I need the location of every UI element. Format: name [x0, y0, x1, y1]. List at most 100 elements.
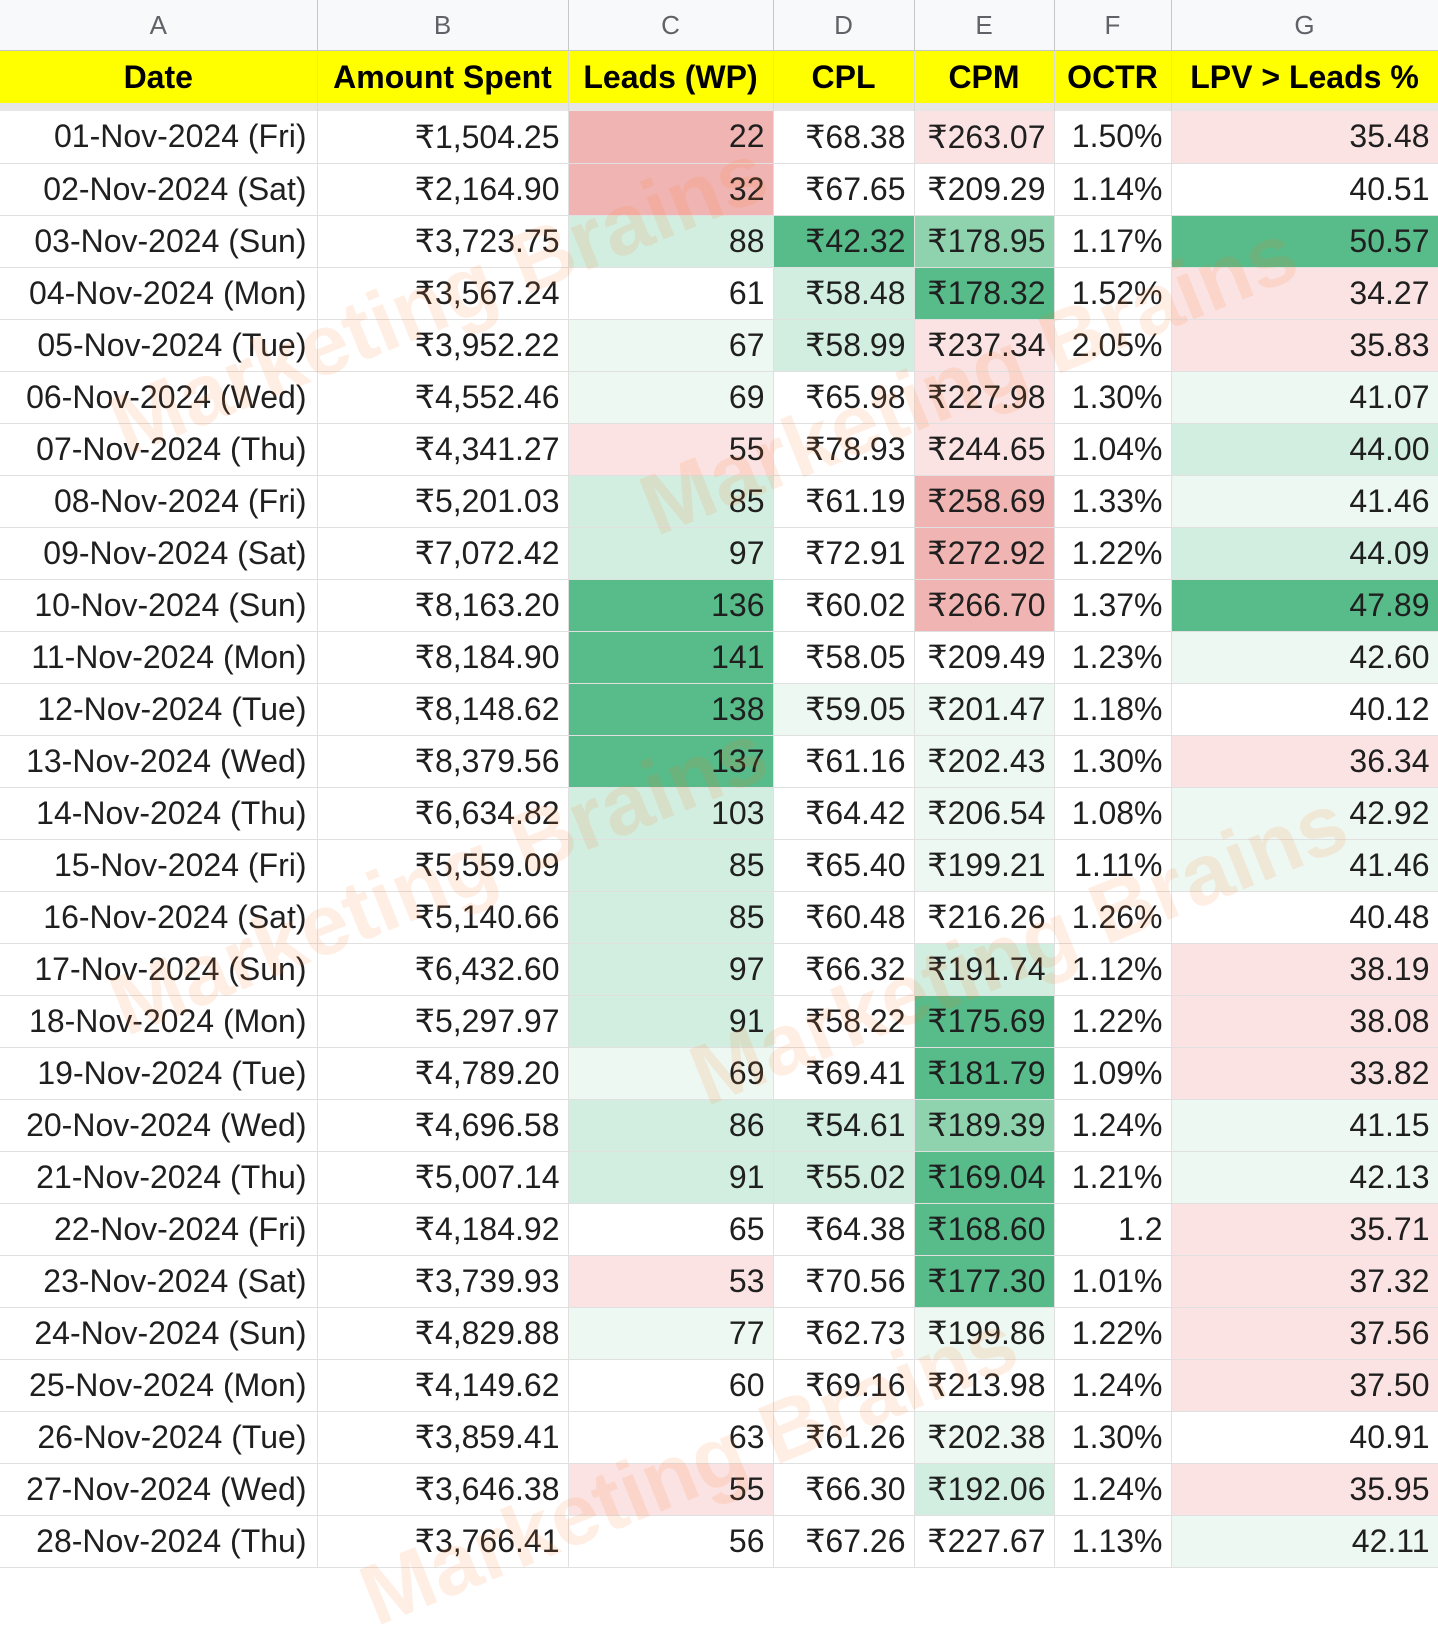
header-cpl[interactable]: CPL [773, 50, 915, 103]
cell-cpl[interactable]: ₹42.32 [773, 215, 915, 268]
cell-lpv-leads[interactable]: 50.57 [1171, 215, 1438, 268]
cell-amount-spent[interactable]: ₹3,739.93 [317, 1255, 569, 1308]
cell-leads[interactable]: 86 [568, 1099, 774, 1152]
cell-cpl[interactable]: ₹54.61 [773, 1099, 915, 1152]
cell-leads[interactable]: 67 [568, 319, 774, 372]
cell-cpl[interactable]: ₹58.99 [773, 319, 915, 372]
cell-cpl[interactable]: ₹58.05 [773, 631, 915, 684]
cell-cpm[interactable]: ₹213.98 [914, 1359, 1055, 1412]
cell-cpm[interactable]: ₹272.92 [914, 527, 1055, 580]
cell-octr[interactable]: 1.23% [1054, 631, 1172, 684]
cell-date[interactable]: 12-Nov-2024 (Tue) [0, 683, 318, 736]
cell-amount-spent[interactable]: ₹6,634.82 [317, 787, 569, 840]
cell-amount-spent[interactable]: ₹5,297.97 [317, 995, 569, 1048]
cell-cpl[interactable]: ₹68.38 [773, 111, 915, 164]
cell-cpm[interactable]: ₹202.38 [914, 1411, 1055, 1464]
cell-octr[interactable]: 1.12% [1054, 943, 1172, 996]
cell-cpm[interactable]: ₹181.79 [914, 1047, 1055, 1100]
cell-leads[interactable]: 136 [568, 579, 774, 632]
cell-octr[interactable]: 1.24% [1054, 1463, 1172, 1516]
cell-cpm[interactable]: ₹227.67 [914, 1515, 1055, 1568]
cell-lpv-leads[interactable]: 44.00 [1171, 423, 1438, 476]
cell-date[interactable]: 06-Nov-2024 (Wed) [0, 371, 318, 424]
cell-date[interactable]: 16-Nov-2024 (Sat) [0, 891, 318, 944]
cell-leads[interactable]: 22 [568, 111, 774, 164]
cell-octr[interactable]: 1.17% [1054, 215, 1172, 268]
cell-cpm[interactable]: ₹237.34 [914, 319, 1055, 372]
cell-cpm[interactable]: ₹192.06 [914, 1463, 1055, 1516]
cell-amount-spent[interactable]: ₹4,829.88 [317, 1307, 569, 1360]
header-lpv-leads[interactable]: LPV > Leads % [1171, 50, 1438, 103]
cell-leads[interactable]: 55 [568, 1463, 774, 1516]
cell-octr[interactable]: 1.21% [1054, 1151, 1172, 1204]
cell-octr[interactable]: 1.2 [1054, 1203, 1172, 1256]
cell-date[interactable]: 14-Nov-2024 (Thu) [0, 787, 318, 840]
cell-date[interactable]: 20-Nov-2024 (Wed) [0, 1099, 318, 1152]
cell-cpm[interactable]: ₹178.95 [914, 215, 1055, 268]
cell-date[interactable]: 18-Nov-2024 (Mon) [0, 995, 318, 1048]
cell-lpv-leads[interactable]: 35.83 [1171, 319, 1438, 372]
cell-lpv-leads[interactable]: 41.15 [1171, 1099, 1438, 1152]
cell-octr[interactable]: 1.18% [1054, 683, 1172, 736]
cell-cpl[interactable]: ₹66.30 [773, 1463, 915, 1516]
cell-amount-spent[interactable]: ₹8,184.90 [317, 631, 569, 684]
cell-amount-spent[interactable]: ₹6,432.60 [317, 943, 569, 996]
header-amount-spent[interactable]: Amount Spent [317, 50, 569, 103]
cell-amount-spent[interactable]: ₹4,789.20 [317, 1047, 569, 1100]
cell-lpv-leads[interactable]: 37.32 [1171, 1255, 1438, 1308]
cell-leads[interactable]: 141 [568, 631, 774, 684]
column-header-d[interactable]: D [773, 0, 915, 51]
cell-leads[interactable]: 69 [568, 1047, 774, 1100]
column-header-g[interactable]: G [1171, 0, 1438, 51]
cell-lpv-leads[interactable]: 42.92 [1171, 787, 1438, 840]
cell-leads[interactable]: 60 [568, 1359, 774, 1412]
cell-leads[interactable]: 103 [568, 787, 774, 840]
cell-amount-spent[interactable]: ₹3,723.75 [317, 215, 569, 268]
cell-leads[interactable]: 88 [568, 215, 774, 268]
cell-leads[interactable]: 69 [568, 371, 774, 424]
cell-cpm[interactable]: ₹216.26 [914, 891, 1055, 944]
cell-cpl[interactable]: ₹67.26 [773, 1515, 915, 1568]
cell-octr[interactable]: 1.09% [1054, 1047, 1172, 1100]
cell-leads[interactable]: 32 [568, 163, 774, 216]
cell-date[interactable]: 21-Nov-2024 (Thu) [0, 1151, 318, 1204]
cell-octr[interactable]: 1.30% [1054, 371, 1172, 424]
cell-date[interactable]: 03-Nov-2024 (Sun) [0, 215, 318, 268]
cell-cpm[interactable]: ₹227.98 [914, 371, 1055, 424]
header-leads[interactable]: Leads (WP) [568, 50, 774, 103]
header-octr[interactable]: OCTR [1054, 50, 1172, 103]
cell-cpm[interactable]: ₹199.86 [914, 1307, 1055, 1360]
cell-lpv-leads[interactable]: 41.46 [1171, 475, 1438, 528]
cell-lpv-leads[interactable]: 34.27 [1171, 267, 1438, 320]
cell-cpl[interactable]: ₹65.98 [773, 371, 915, 424]
cell-lpv-leads[interactable]: 47.89 [1171, 579, 1438, 632]
cell-octr[interactable]: 1.08% [1054, 787, 1172, 840]
cell-leads[interactable]: 53 [568, 1255, 774, 1308]
cell-lpv-leads[interactable]: 40.91 [1171, 1411, 1438, 1464]
cell-date[interactable]: 07-Nov-2024 (Thu) [0, 423, 318, 476]
cell-date[interactable]: 25-Nov-2024 (Mon) [0, 1359, 318, 1412]
cell-octr[interactable]: 1.24% [1054, 1099, 1172, 1152]
column-header-c[interactable]: C [568, 0, 774, 51]
cell-cpm[interactable]: ₹263.07 [914, 111, 1055, 164]
cell-leads[interactable]: 77 [568, 1307, 774, 1360]
cell-lpv-leads[interactable]: 41.46 [1171, 839, 1438, 892]
cell-cpm[interactable]: ₹191.74 [914, 943, 1055, 996]
cell-date[interactable]: 17-Nov-2024 (Sun) [0, 943, 318, 996]
cell-cpl[interactable]: ₹69.16 [773, 1359, 915, 1412]
cell-cpl[interactable]: ₹60.48 [773, 891, 915, 944]
cell-date[interactable]: 22-Nov-2024 (Fri) [0, 1203, 318, 1256]
cell-lpv-leads[interactable]: 42.11 [1171, 1515, 1438, 1568]
cell-cpl[interactable]: ₹61.19 [773, 475, 915, 528]
cell-amount-spent[interactable]: ₹4,184.92 [317, 1203, 569, 1256]
cell-leads[interactable]: 137 [568, 735, 774, 788]
cell-date[interactable]: 28-Nov-2024 (Thu) [0, 1515, 318, 1568]
cell-leads[interactable]: 61 [568, 267, 774, 320]
cell-cpl[interactable]: ₹61.26 [773, 1411, 915, 1464]
cell-lpv-leads[interactable]: 40.51 [1171, 163, 1438, 216]
column-header-a[interactable]: A [0, 0, 318, 51]
cell-amount-spent[interactable]: ₹3,859.41 [317, 1411, 569, 1464]
cell-octr[interactable]: 1.52% [1054, 267, 1172, 320]
cell-cpm[interactable]: ₹169.04 [914, 1151, 1055, 1204]
cell-amount-spent[interactable]: ₹3,567.24 [317, 267, 569, 320]
